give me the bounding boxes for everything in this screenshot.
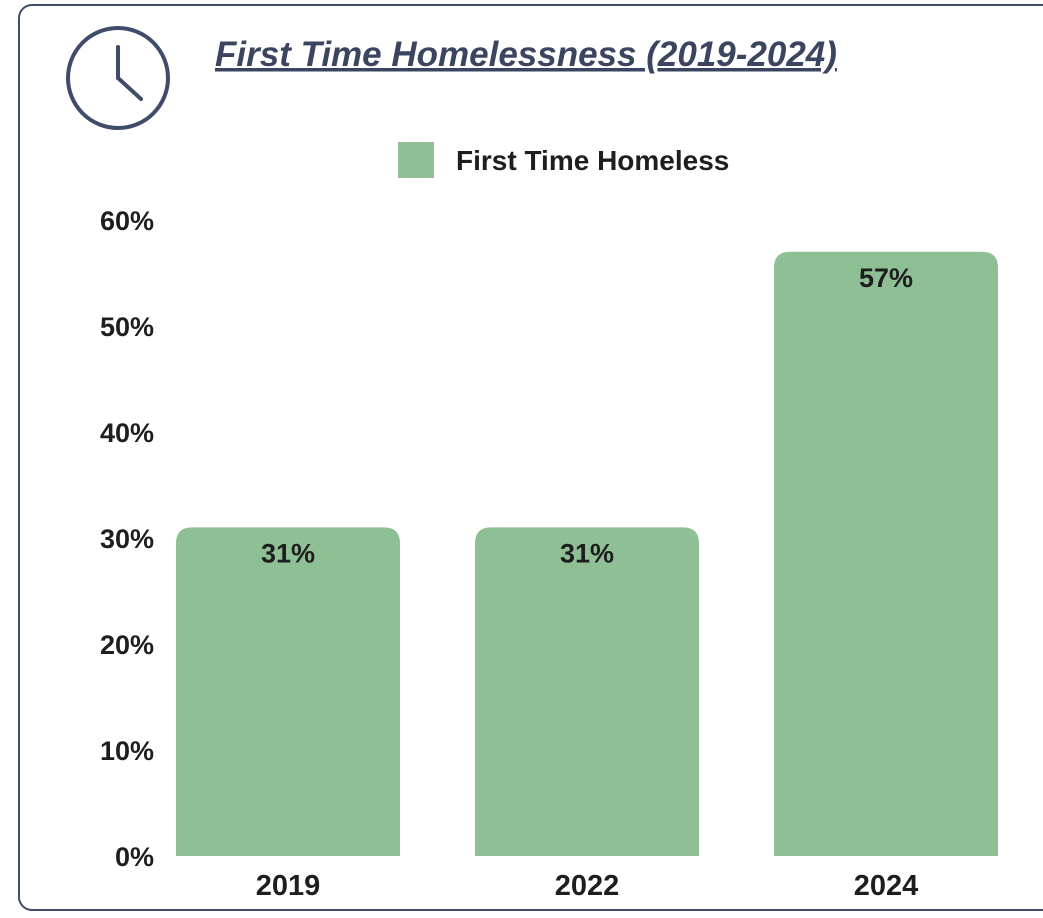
y-tick-label: 40% bbox=[100, 418, 154, 448]
x-tick-label-2024: 2024 bbox=[854, 870, 919, 902]
legend-label: First Time Homeless bbox=[456, 145, 729, 176]
y-tick-label: 0% bbox=[115, 842, 154, 872]
y-tick-label: 60% bbox=[100, 206, 154, 236]
x-tick-label-2022: 2022 bbox=[555, 870, 620, 902]
y-axis: 0% 10% 20% 30% 40% 50% 60% bbox=[100, 206, 154, 872]
y-tick-label: 20% bbox=[100, 630, 154, 660]
bar-2024 bbox=[774, 251, 998, 857]
bars: 31% 31% 57% bbox=[176, 251, 998, 857]
data-label-2022: 31% bbox=[560, 538, 614, 568]
x-axis: 2019 2022 2024 bbox=[256, 870, 919, 902]
bar-2019 bbox=[176, 527, 400, 856]
y-tick-label: 30% bbox=[100, 524, 154, 554]
chart-title: First Time Homelessness (2019-2024) bbox=[215, 35, 837, 74]
clock-icon bbox=[66, 26, 170, 130]
legend: First Time Homeless bbox=[398, 142, 729, 178]
data-label-2019: 31% bbox=[261, 538, 315, 568]
y-tick-label: 10% bbox=[100, 736, 154, 766]
bar-2022 bbox=[475, 527, 699, 856]
data-label-2024: 57% bbox=[859, 263, 913, 293]
legend-swatch bbox=[398, 142, 434, 178]
x-tick-label-2019: 2019 bbox=[256, 870, 321, 902]
y-tick-label: 50% bbox=[100, 312, 154, 342]
